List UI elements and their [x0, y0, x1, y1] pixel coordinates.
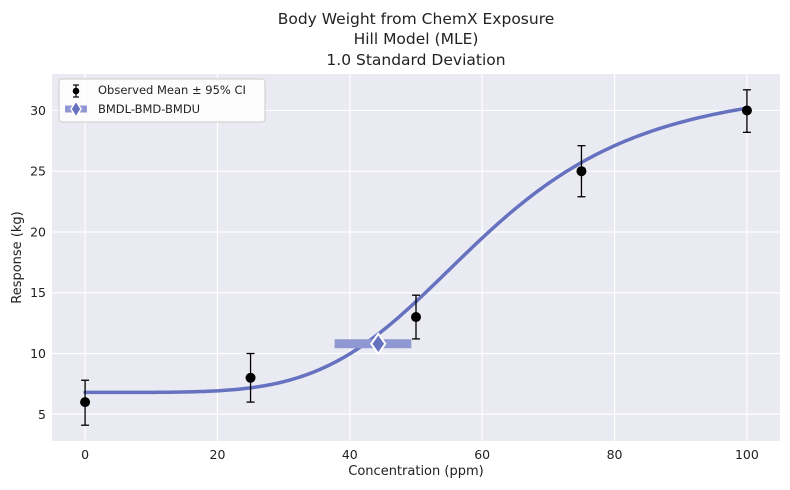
- chart-title-line-3: 1.0 Standard Deviation: [326, 51, 505, 69]
- observed-points-layer: [80, 89, 752, 426]
- x-tick-label: 80: [607, 447, 623, 462]
- legend-mean-marker: [72, 87, 80, 95]
- mean-marker: [80, 397, 91, 408]
- legend-label-observed: Observed Mean ± 95% CI: [98, 83, 246, 97]
- legend-symbol-observed: [72, 84, 80, 98]
- plot-area: [52, 74, 780, 441]
- legend-bmd-marker: [70, 99, 82, 119]
- legend-symbol-bmd: [65, 99, 87, 119]
- chart-title-line-2: Hill Model (MLE): [354, 30, 479, 48]
- observed-point: [576, 145, 587, 198]
- mean-marker: [411, 312, 421, 323]
- y-tick-label: 5: [38, 407, 46, 422]
- y-tick-label: 15: [30, 285, 46, 300]
- observed-point: [741, 89, 752, 133]
- legend-label-bmd: BMDL-BMD-BMDU: [98, 102, 200, 116]
- mean-marker: [741, 105, 752, 116]
- y-tick-label: 10: [30, 346, 46, 361]
- mean-marker: [576, 166, 587, 177]
- legend: Observed Mean ± 95% CI BMDL-BMD-BMDU: [58, 78, 266, 123]
- mean-marker: [245, 372, 256, 383]
- chart-title: Body Weight from ChemX Exposure Hill Mod…: [278, 10, 555, 69]
- x-tick-label: 100: [735, 447, 759, 462]
- legend-box: [58, 78, 266, 123]
- bmd-layer: [334, 332, 412, 356]
- observed-point: [411, 294, 421, 340]
- x-tick-label: 40: [342, 447, 358, 462]
- y-tick-label: 25: [30, 164, 46, 179]
- bmd-marker: [370, 332, 387, 356]
- x-tick-label: 20: [210, 447, 226, 462]
- x-tick-label: 0: [81, 447, 89, 462]
- observed-point: [80, 379, 91, 426]
- axis-ticks: 0 20 40 60 80 100 5 10 15 20 25 30: [30, 103, 759, 462]
- x-axis-label: Concentration (ppm): [348, 464, 483, 479]
- y-tick-label: 20: [30, 224, 46, 239]
- y-tick-label: 30: [30, 103, 46, 118]
- chart-title-line-1: Body Weight from ChemX Exposure: [278, 10, 555, 28]
- x-tick-label: 60: [474, 447, 490, 462]
- observed-point: [245, 352, 256, 403]
- y-axis-label: Response (kg): [10, 211, 25, 304]
